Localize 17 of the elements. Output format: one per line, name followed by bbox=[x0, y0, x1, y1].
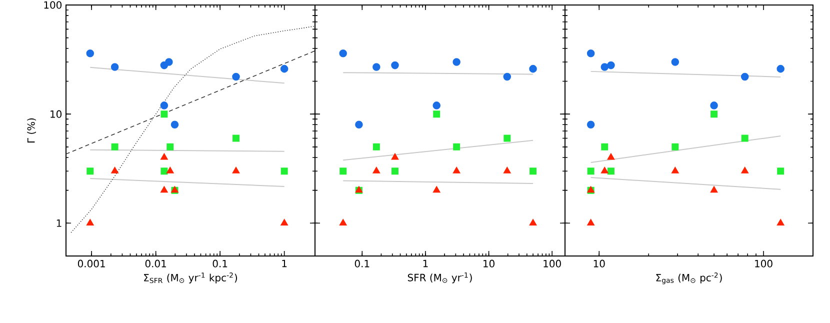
x-axis-title: Σ$_{gas}$ (M$_{⊙}$ pc$^{-2}$) bbox=[656, 272, 722, 284]
x-tick-label: 0.1 bbox=[212, 260, 228, 268]
x-tick-label: 10 bbox=[594, 260, 605, 268]
x-tick-label: 100 bbox=[755, 260, 772, 268]
x-tick-label: 0.001 bbox=[78, 260, 105, 268]
x-tick-label: 0.01 bbox=[145, 260, 166, 268]
y-tick-label: 1 bbox=[56, 220, 62, 227]
x-tick-label: 100 bbox=[544, 260, 561, 268]
x-axis-title: SFR (M$_{⊙}$ yr$^{-1}$) bbox=[408, 272, 472, 284]
x-tick-label: 10 bbox=[484, 260, 494, 268]
text: Σ$_{SFR}$ (M$_{⊙}$ yr$^{-1}$ kpc$^{-2}$) bbox=[144, 272, 238, 284]
y-tick-label: 100 bbox=[44, 1, 62, 9]
x-tick-label: 0.1 bbox=[354, 260, 370, 268]
x-tick-label: 1 bbox=[282, 260, 287, 268]
x-tick-label: 1 bbox=[423, 260, 428, 268]
y-axis-title: Γ (%) bbox=[27, 118, 36, 142]
y-tick-label: 10 bbox=[50, 110, 62, 118]
